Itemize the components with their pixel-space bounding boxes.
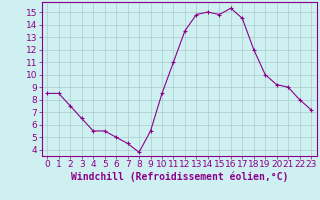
X-axis label: Windchill (Refroidissement éolien,°C): Windchill (Refroidissement éolien,°C) [70,172,288,182]
